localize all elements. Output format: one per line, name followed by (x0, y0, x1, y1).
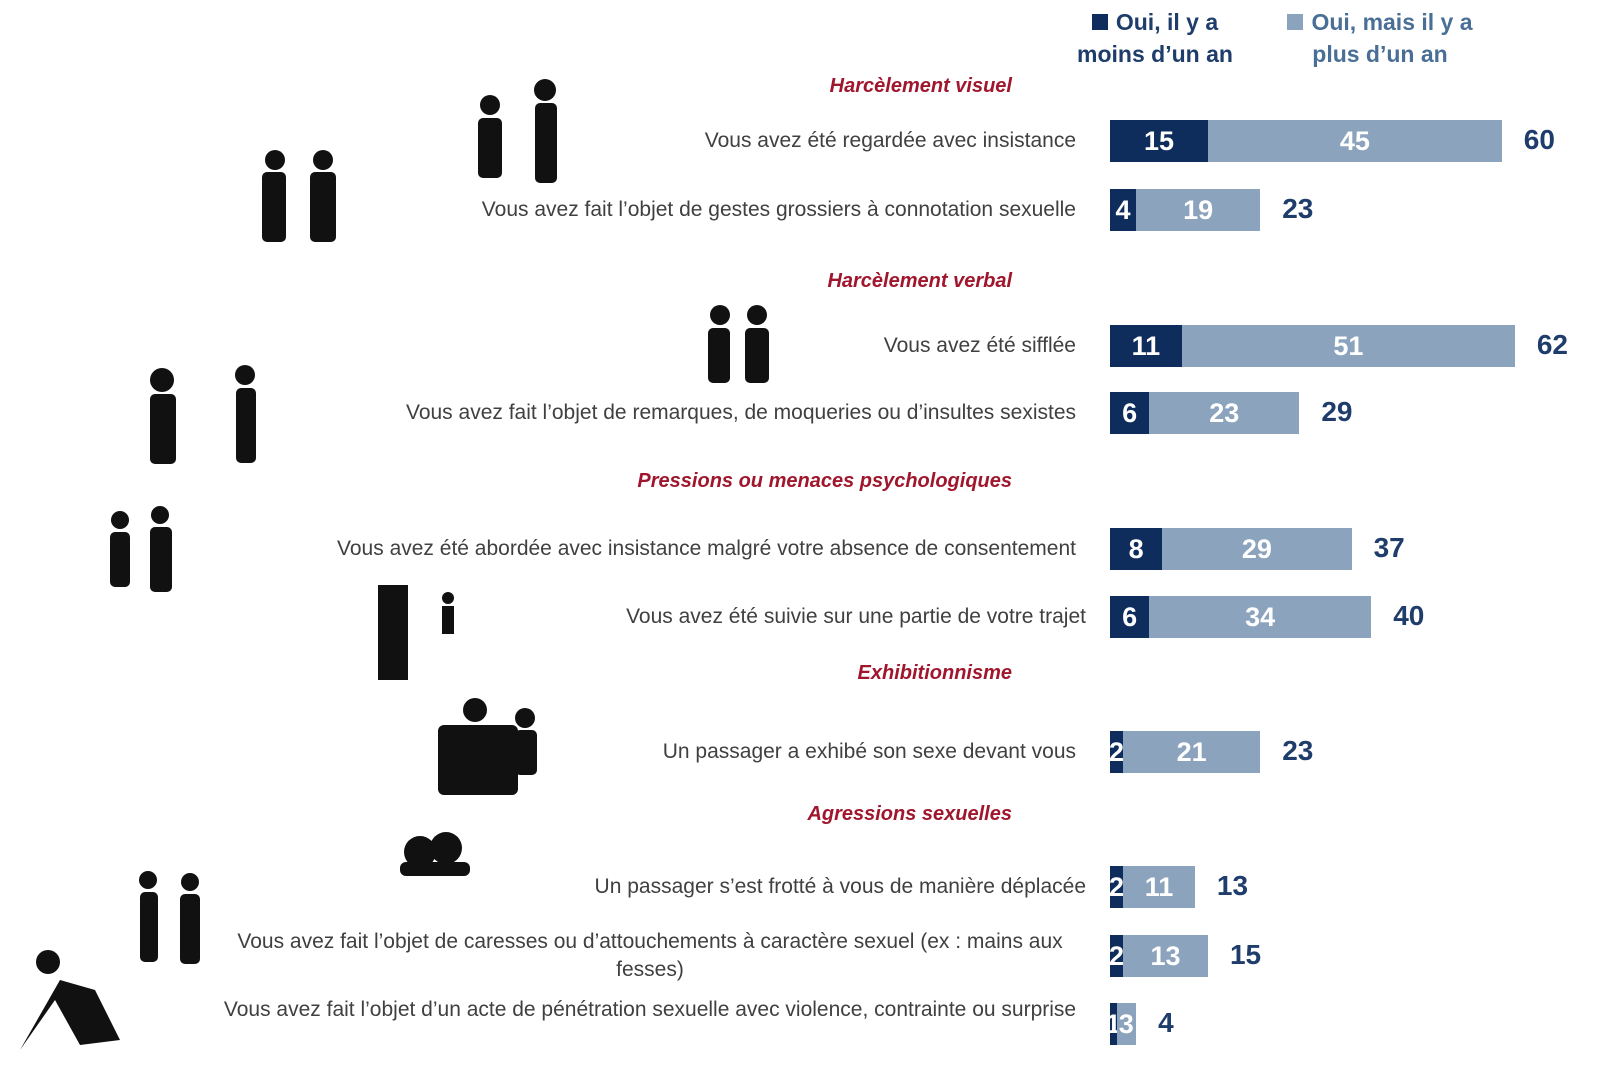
value-label: 6 (1122, 601, 1138, 632)
value-label: 34 (1245, 601, 1276, 632)
bar-segment: 13 (1123, 935, 1208, 977)
legend-swatch (1287, 14, 1304, 30)
total-label: 15 (1229, 939, 1262, 970)
value-label: 23 (1209, 397, 1240, 428)
total-label: 37 (1373, 532, 1405, 563)
value-label: 21 (1176, 736, 1207, 767)
category-label: Un passager s’est frotté à vous de maniè… (594, 875, 1086, 898)
bar-segment: 21 (1123, 731, 1261, 773)
bar-segment: 11 (1123, 866, 1195, 908)
bar-segment: 29 (1162, 528, 1352, 570)
legend-swatch (1091, 14, 1108, 30)
bar-segment: 2 (1109, 731, 1125, 773)
bar-segment: 23 (1149, 392, 1300, 434)
value-label: 2 (1109, 940, 1125, 971)
total-label: 23 (1282, 193, 1314, 224)
value-label: 2 (1109, 871, 1125, 902)
total-label: 29 (1321, 396, 1353, 427)
category-label: Vous avez été suivie sur une partie de v… (626, 605, 1086, 628)
bar-segment: 11 (1110, 325, 1182, 367)
value-label: 11 (1144, 871, 1174, 902)
total-label: 60 (1523, 124, 1555, 155)
bar-segment: 34 (1149, 596, 1372, 638)
category-label: Vous avez été regardée avec insistance (704, 129, 1076, 152)
pictograms (20, 79, 769, 1050)
bar-segment: 6 (1110, 392, 1150, 434)
category-label: Vous avez été abordée avec insistance ma… (337, 537, 1076, 560)
section-title: Harcèlement visuel (829, 75, 1012, 97)
section-title: Pressions ou menaces psychologiques (637, 470, 1012, 492)
section-title: Agressions sexuelles (807, 803, 1012, 825)
total-label: 23 (1282, 735, 1314, 766)
bar-segment: 19 (1136, 189, 1261, 231)
category-label: Un passager a exhibé son sexe devant vou… (662, 740, 1076, 763)
bar-segment: 2 (1109, 935, 1125, 977)
value-label: 8 (1128, 533, 1144, 564)
bar-segment: 2 (1109, 866, 1125, 908)
bar-segment: 51 (1181, 325, 1515, 367)
legend-label: Oui, mais il y a plus d’un an (1311, 9, 1473, 67)
total-label: 40 (1393, 600, 1425, 631)
legend-item: Oui, mais il y a plus d’un an (1280, 6, 1480, 70)
value-label: 3 (1118, 1008, 1134, 1039)
value-label: 15 (1143, 125, 1174, 156)
bar-segment: 15 (1110, 120, 1208, 162)
legend-label: Oui, il y a moins d’un an (1077, 9, 1233, 67)
value-label: 29 (1241, 533, 1272, 564)
value-label: 19 (1183, 194, 1214, 225)
section-title: Harcèlement verbal (827, 270, 1012, 292)
value-label: 13 (1150, 940, 1181, 971)
category-label: Vous avez fait l’objet de caresses ou d’… (237, 930, 1063, 981)
bar-segment: 6 (1110, 596, 1150, 638)
total-label: 13 (1216, 870, 1249, 901)
section-title: Exhibitionnisme (857, 662, 1012, 684)
value-label: 51 (1333, 330, 1364, 361)
value-label: 2 (1109, 736, 1125, 767)
bar-segment: 8 (1110, 528, 1163, 570)
total-label: 62 (1536, 329, 1569, 360)
bar-segment: 4 (1110, 189, 1137, 231)
legend-item: Oui, il y a moins d’un an (1060, 6, 1250, 70)
total-label: 4 (1158, 1007, 1174, 1038)
value-label: 45 (1339, 125, 1370, 156)
value-label: 4 (1115, 194, 1131, 225)
value-label: 11 (1131, 330, 1161, 361)
category-label: Vous avez été sifflée (883, 334, 1076, 357)
value-label: 6 (1122, 397, 1138, 428)
bar-segment: 3 (1116, 1003, 1137, 1045)
bar-segment: 45 (1207, 120, 1502, 162)
category-label: Vous avez fait l’objet d’un acte de péné… (223, 998, 1077, 1021)
category-label: Vous avez fait l’objet de remarques, de … (405, 401, 1076, 424)
category-label: Vous avez fait l’objet de gestes grossie… (481, 198, 1076, 221)
